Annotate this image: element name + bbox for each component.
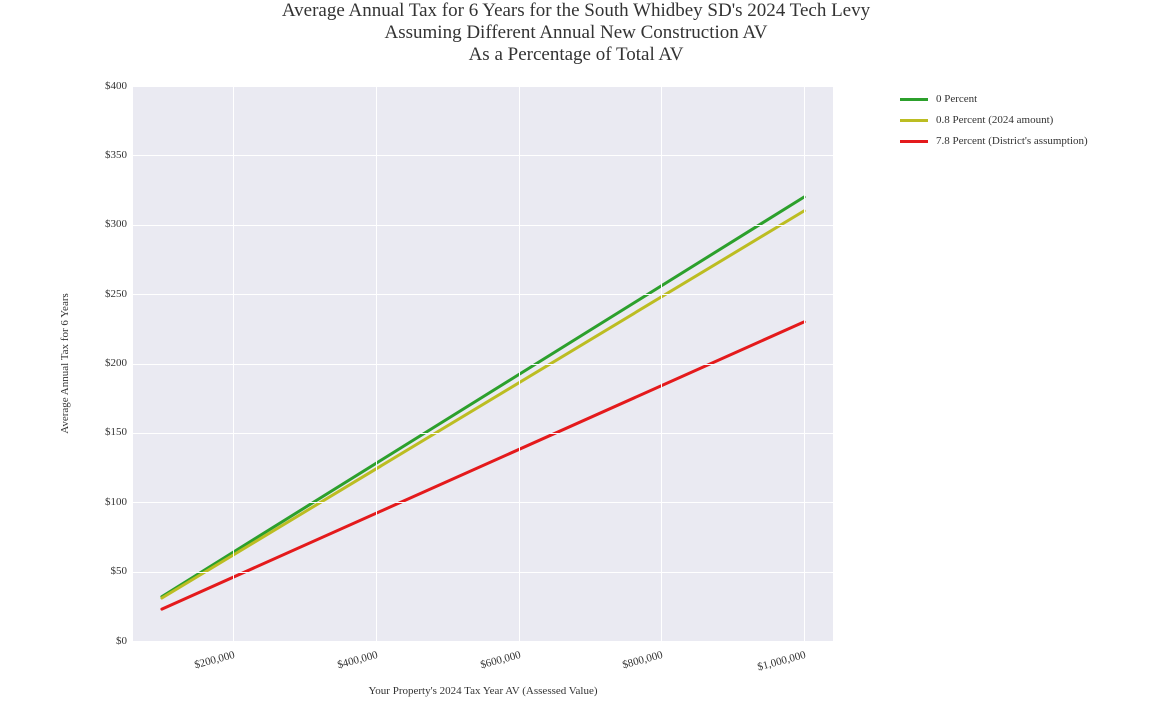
y-tick-label: $300 [77, 218, 127, 230]
x-tick-label: $400,000 [336, 649, 379, 671]
y-tick-label: $150 [77, 426, 127, 438]
y-tick-label: $400 [77, 80, 127, 92]
gridline-x [519, 86, 520, 641]
legend-swatch [900, 119, 928, 122]
legend-item-zero_pct: 0 Percent [900, 93, 1088, 105]
x-tick-label: $1,000,000 [756, 649, 807, 673]
legend: 0 Percent 0.8 Percent (2024 amount) 7.8 Pe… [900, 93, 1088, 156]
chart-title-line-3: As a Percentage of Total AV [0, 44, 1152, 66]
gridline-y [133, 225, 833, 226]
legend-label: 7.8 Percent (District's assumption) [936, 135, 1088, 147]
y-tick-label: $100 [77, 496, 127, 508]
gridline-x [233, 86, 234, 641]
chart-title-line-1: Average Annual Tax for 6 Years for the S… [0, 0, 1152, 22]
plot-area [133, 86, 833, 641]
gridline-y [133, 572, 833, 573]
x-tick-label: $600,000 [479, 649, 522, 671]
series-line-zero_pct [162, 197, 804, 597]
gridline-x [804, 86, 805, 641]
chart-container: Average Annual Tax for 6 Years for the S… [0, 0, 1152, 720]
gridline-y [133, 155, 833, 156]
y-axis-label: Average Annual Tax for 6 Years [59, 86, 71, 641]
legend-swatch [900, 140, 928, 143]
y-tick-label: $250 [77, 288, 127, 300]
gridline-y [133, 641, 833, 642]
gridline-y [133, 294, 833, 295]
legend-swatch [900, 98, 928, 101]
y-tick-label: $0 [77, 635, 127, 647]
y-tick-label: $200 [77, 357, 127, 369]
gridline-x [376, 86, 377, 641]
legend-item-p0_8: 0.8 Percent (2024 amount) [900, 114, 1088, 126]
gridline-y [133, 433, 833, 434]
series-line-p7_8 [162, 322, 804, 609]
gridline-x [661, 86, 662, 641]
legend-item-p7_8: 7.8 Percent (District's assumption) [900, 135, 1088, 147]
x-tick-label: $800,000 [622, 649, 665, 671]
legend-label: 0 Percent [936, 93, 977, 105]
gridline-y [133, 86, 833, 87]
x-axis-label: Your Property's 2024 Tax Year AV (Assess… [133, 685, 833, 697]
gridline-y [133, 364, 833, 365]
chart-title: Average Annual Tax for 6 Years for the S… [0, 0, 1152, 66]
legend-label: 0.8 Percent (2024 amount) [936, 114, 1053, 126]
y-tick-label: $50 [77, 565, 127, 577]
series-line-p0_8 [162, 211, 804, 598]
chart-title-line-2: Assuming Different Annual New Constructi… [0, 22, 1152, 44]
x-tick-label: $200,000 [193, 649, 236, 671]
y-tick-label: $350 [77, 149, 127, 161]
gridline-y [133, 502, 833, 503]
